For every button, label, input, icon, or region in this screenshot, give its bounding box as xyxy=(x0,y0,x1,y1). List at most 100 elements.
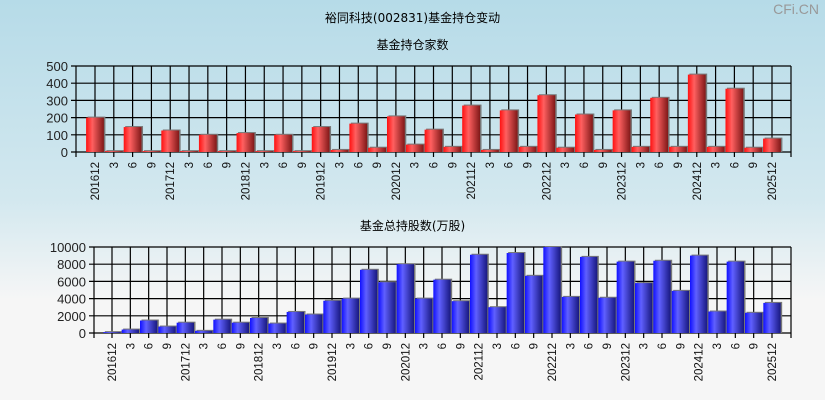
holders-xtick-label: 202512 xyxy=(767,162,779,200)
shares-xtick-label: 3 xyxy=(419,343,431,349)
holders-xtick-label: 3 xyxy=(485,162,497,168)
holders-xtick-label: 3 xyxy=(711,162,723,168)
shares-xtick-label: 6 xyxy=(217,343,229,349)
shares-xtick-label: 6 xyxy=(437,343,449,349)
shares-xtick-label: 6 xyxy=(144,343,156,349)
shares-xtick-label: 6 xyxy=(584,343,596,349)
shares-bar xyxy=(580,256,598,333)
shares-bar xyxy=(726,261,744,333)
shares-xtick-label: 3 xyxy=(712,343,724,349)
holders-bar xyxy=(537,95,556,152)
shares-xtick-label: 9 xyxy=(235,343,247,349)
holders-bar xyxy=(368,147,386,152)
shares-xtick-label: 6 xyxy=(290,343,302,349)
holders-bar xyxy=(763,138,781,152)
shares-bar xyxy=(451,301,469,333)
holders-xtick-label: 6 xyxy=(353,162,365,168)
holders-xtick-label: 9 xyxy=(447,162,459,168)
shares-bar xyxy=(396,264,414,333)
shares-ytick-label: 8000 xyxy=(57,257,86,272)
holders-bar xyxy=(744,147,763,152)
shares-xtick-label: 202412 xyxy=(694,343,706,381)
chart-title-shares: 基金总持股数(万股) xyxy=(359,219,466,233)
holders-bar xyxy=(198,134,217,152)
holders-bar xyxy=(236,133,255,152)
shares-bar xyxy=(231,322,249,333)
holders-bar xyxy=(518,146,537,152)
shares-bar xyxy=(433,279,451,333)
holders-bar xyxy=(386,116,405,152)
shares-xtick-label: 3 xyxy=(492,343,504,349)
shares-xtick-label: 3 xyxy=(345,343,357,349)
shares-xtick-label: 9 xyxy=(455,343,467,349)
shares-xtick-label: 202112 xyxy=(474,343,486,381)
holders-bar xyxy=(443,146,462,152)
shares-xtick-label: 202212 xyxy=(547,343,559,381)
shares-xtick-label: 202512 xyxy=(767,343,779,381)
holders-bar xyxy=(123,127,142,152)
holders-ytick-label: 200 xyxy=(46,111,68,126)
holders-xtick-label: 9 xyxy=(673,162,685,168)
shares-ytick-label: 4000 xyxy=(57,292,86,307)
holders-bar xyxy=(349,123,368,152)
shares-xtick-label: 9 xyxy=(162,343,174,349)
shares-bar xyxy=(286,311,304,333)
shares-xtick-label: 6 xyxy=(730,343,742,349)
holders-xtick-label: 201912 xyxy=(316,162,328,200)
holders-xtick-label: 6 xyxy=(729,162,741,168)
shares-xtick-label: 6 xyxy=(510,343,522,349)
holders-bar-shadow xyxy=(106,150,125,152)
holders-bar xyxy=(706,146,725,152)
holders-xtick-label: 9 xyxy=(523,162,535,168)
holders-bar xyxy=(556,147,575,152)
shares-bar xyxy=(561,296,579,333)
shares-bar xyxy=(378,282,396,333)
shares-xtick-label: 201912 xyxy=(327,343,339,381)
holders-bar-shadow xyxy=(219,150,238,152)
shares-xtick-label: 201712 xyxy=(180,343,192,381)
chart-title-holders: 基金持仓家数 xyxy=(376,38,449,52)
holders-xtick-label: 3 xyxy=(184,162,196,168)
holders-xtick-label: 202312 xyxy=(617,162,629,200)
holders-xtick-label: 202012 xyxy=(391,162,403,200)
shares-bar xyxy=(616,261,634,333)
holders-bar xyxy=(142,151,161,152)
holders-bar xyxy=(405,144,424,152)
holders-bar xyxy=(669,146,687,152)
shares-xtick-label: 9 xyxy=(675,343,687,349)
holders-bar xyxy=(330,149,349,152)
shares-bar xyxy=(323,300,341,333)
shares-bar xyxy=(653,260,671,333)
holders-xtick-label: 3 xyxy=(635,162,647,168)
holders-xtick-label: 3 xyxy=(560,162,572,168)
holders-xtick-label: 9 xyxy=(748,162,760,168)
holders-xtick-label: 9 xyxy=(598,162,610,168)
shares-xtick-label: 3 xyxy=(199,343,211,349)
shares-xtick-label: 6 xyxy=(657,343,669,349)
shares-bar xyxy=(635,283,653,333)
holders-xtick-label: 6 xyxy=(128,162,140,168)
shares-bar xyxy=(341,298,359,333)
shares-bar xyxy=(195,330,213,333)
holders-xtick-label: 9 xyxy=(222,162,234,168)
shares-bar xyxy=(158,326,176,333)
holders-bar xyxy=(631,146,650,152)
shares-xtick-label: 9 xyxy=(749,343,761,349)
holders-ytick-label: 500 xyxy=(46,59,68,74)
holders-xtick-label: 6 xyxy=(579,162,591,168)
shares-bar xyxy=(488,307,506,333)
shares-bar xyxy=(745,312,763,333)
shares-bar xyxy=(525,275,543,333)
shares-bar xyxy=(121,329,139,333)
shares-xtick-label: 3 xyxy=(272,343,284,349)
holders-bar-shadow xyxy=(256,150,275,152)
shares-xtick-label: 202312 xyxy=(620,343,632,381)
holders-xtick-label: 201812 xyxy=(240,162,252,200)
holders-xtick-label: 3 xyxy=(334,162,346,168)
holders-xtick-label: 6 xyxy=(278,162,290,168)
shares-bar xyxy=(598,297,616,333)
shares-bar xyxy=(543,247,561,333)
shares-bar xyxy=(708,311,726,333)
shares-xtick-label: 3 xyxy=(125,343,137,349)
shares-bar xyxy=(268,323,286,333)
